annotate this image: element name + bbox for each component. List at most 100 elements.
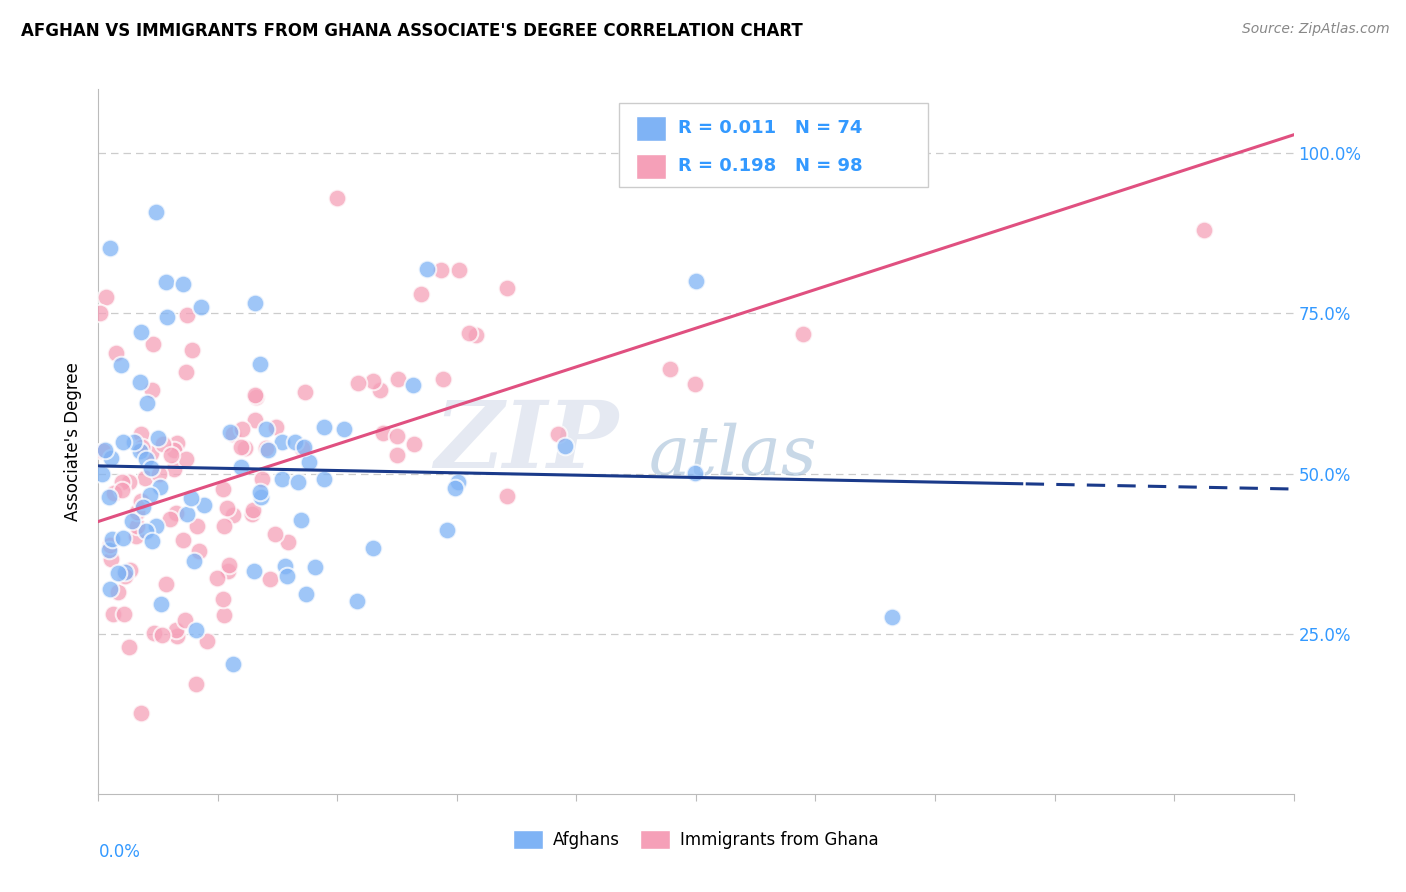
Point <box>107 566 129 580</box>
Point <box>312 420 335 434</box>
Point <box>142 336 165 351</box>
Point <box>122 435 145 450</box>
Point <box>186 519 208 533</box>
Point <box>245 390 267 404</box>
Text: R = 0.198   N = 98: R = 0.198 N = 98 <box>678 157 862 176</box>
Point <box>231 459 253 474</box>
Point <box>172 533 194 547</box>
Point <box>465 328 488 343</box>
Point <box>243 564 266 578</box>
Point <box>129 325 152 339</box>
Point <box>264 527 287 541</box>
Point <box>685 466 707 480</box>
Point <box>141 461 163 475</box>
Point <box>242 503 264 517</box>
Point <box>193 498 215 512</box>
Point <box>495 489 517 503</box>
Point <box>249 485 271 500</box>
Point <box>295 586 318 600</box>
Point <box>143 626 166 640</box>
Point <box>685 274 707 288</box>
Point <box>129 427 152 442</box>
Point <box>457 326 479 340</box>
Point <box>159 448 181 462</box>
Point <box>346 593 368 607</box>
Point <box>443 481 465 495</box>
Point <box>792 327 814 342</box>
Point <box>96 290 118 304</box>
Point <box>145 518 167 533</box>
Point <box>163 442 186 457</box>
Point <box>436 524 458 538</box>
Point <box>98 582 121 596</box>
Text: 0.0%: 0.0% <box>98 843 141 861</box>
Point <box>112 434 135 449</box>
Point <box>134 524 156 539</box>
Point <box>141 534 163 549</box>
Point <box>174 452 197 467</box>
Point <box>111 475 134 490</box>
Point <box>103 486 125 500</box>
Point <box>89 306 111 320</box>
Point <box>184 677 207 691</box>
Point <box>139 488 162 502</box>
Point <box>416 261 439 276</box>
Text: atlas: atlas <box>648 422 817 489</box>
Point <box>163 462 186 476</box>
Point <box>411 287 433 301</box>
Point <box>118 475 141 489</box>
Point <box>270 472 292 486</box>
Point <box>304 560 326 574</box>
Point <box>276 568 298 582</box>
Legend: Afghans, Immigrants from Ghana: Afghans, Immigrants from Ghana <box>506 823 886 856</box>
Point <box>195 633 218 648</box>
Point <box>98 490 121 504</box>
Point <box>346 376 368 390</box>
Point <box>110 358 132 372</box>
Point <box>118 563 141 577</box>
Point <box>100 450 122 465</box>
Point <box>129 493 152 508</box>
Point <box>298 455 321 469</box>
Point <box>229 440 252 454</box>
Point <box>148 467 170 482</box>
Point <box>212 482 235 496</box>
Point <box>292 440 315 454</box>
Point <box>290 513 312 527</box>
Point <box>93 444 115 458</box>
Point <box>152 436 174 450</box>
Point <box>214 519 236 533</box>
Point <box>496 281 519 295</box>
Point <box>432 372 454 386</box>
Point <box>222 427 245 442</box>
Point <box>186 623 208 637</box>
Point <box>659 362 682 376</box>
Point <box>98 241 121 255</box>
Point <box>146 431 169 445</box>
Point <box>333 422 356 436</box>
Point <box>150 628 173 642</box>
Point <box>218 425 240 440</box>
Point <box>231 422 253 436</box>
Point <box>554 439 576 453</box>
Point <box>141 383 163 397</box>
Point <box>145 205 167 219</box>
Point <box>94 442 117 457</box>
Point <box>233 441 256 455</box>
Point <box>121 514 143 528</box>
Point <box>274 558 297 573</box>
Point <box>249 357 271 371</box>
Point <box>402 378 425 392</box>
Point <box>218 558 240 573</box>
Point <box>176 365 198 379</box>
Point <box>132 500 155 514</box>
Point <box>326 191 349 205</box>
Point <box>190 300 212 314</box>
Point <box>149 480 172 494</box>
Point <box>107 585 129 599</box>
Point <box>277 534 299 549</box>
Point <box>250 490 273 504</box>
Point <box>166 436 188 450</box>
Point <box>217 564 239 578</box>
Point <box>243 295 266 310</box>
